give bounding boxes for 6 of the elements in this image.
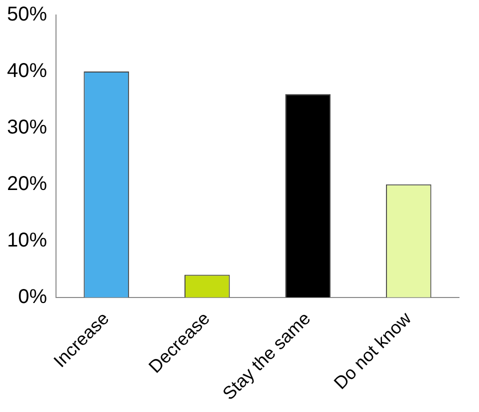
y-tick-label: 50% <box>7 4 48 26</box>
y-tick-label: 20% <box>7 172 48 195</box>
y-tick-label: 40% <box>7 60 48 82</box>
y-tick-label: 0% <box>18 286 48 308</box>
y-tick-label: 30% <box>7 116 48 138</box>
y-tick-label: 10% <box>7 229 48 252</box>
